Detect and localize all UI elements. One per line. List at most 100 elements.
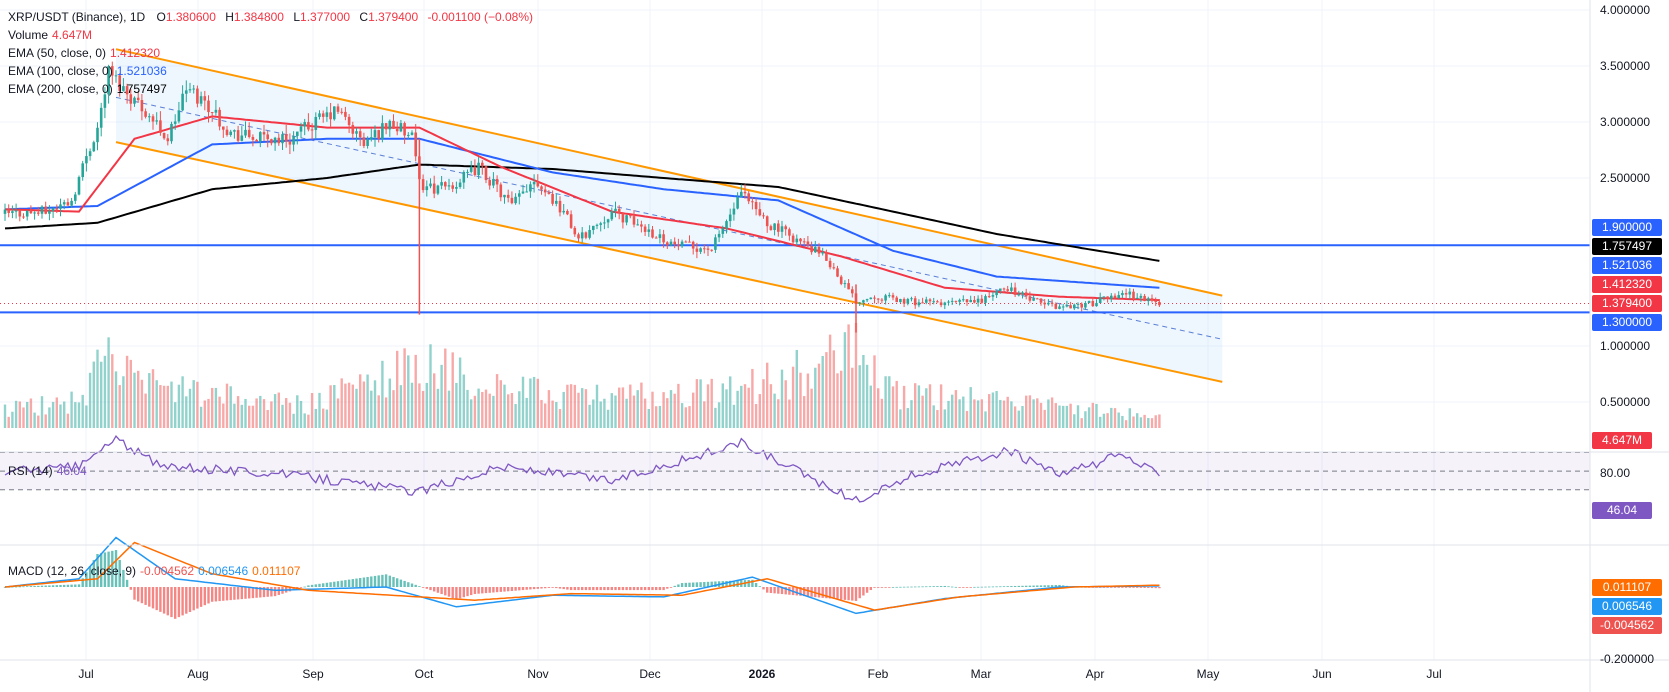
candle-body bbox=[395, 128, 399, 132]
volume-legend: Volume 4.647M bbox=[8, 27, 92, 43]
candle-body bbox=[336, 106, 340, 112]
candle-body bbox=[203, 96, 207, 101]
volume-bar bbox=[22, 407, 25, 428]
volume-bar bbox=[1084, 411, 1087, 428]
candle-body bbox=[795, 238, 799, 243]
ema50-badge: 1.412320 bbox=[1592, 276, 1662, 293]
macd-histogram-bar bbox=[595, 587, 599, 591]
volume-bar bbox=[181, 376, 184, 428]
candle-body bbox=[847, 283, 850, 290]
volume-bar bbox=[355, 388, 358, 428]
macd-histogram-bar bbox=[581, 587, 584, 591]
volume-bar bbox=[144, 393, 147, 428]
macd-histogram-bar bbox=[26, 586, 29, 588]
candle-body bbox=[743, 191, 747, 194]
candle-body bbox=[806, 241, 810, 246]
candle-body bbox=[1047, 302, 1050, 305]
macd-histogram-bar bbox=[40, 585, 44, 587]
macd-histogram-bar bbox=[325, 582, 329, 587]
candle-body bbox=[207, 100, 210, 113]
candle-body bbox=[662, 234, 665, 243]
candle-body bbox=[1028, 296, 1032, 301]
volume-bar bbox=[1080, 418, 1083, 428]
macd-histogram-bar bbox=[869, 587, 872, 591]
volume-bar bbox=[851, 367, 854, 428]
change-value: -0.001100 (−0.08%) bbox=[427, 10, 534, 24]
volume-bar bbox=[588, 404, 591, 428]
volume-bar bbox=[137, 370, 140, 428]
candle-body bbox=[725, 221, 728, 229]
macd-histogram-bar bbox=[1028, 585, 1032, 587]
candle-body bbox=[1021, 292, 1024, 295]
volume-bar bbox=[370, 390, 373, 428]
macd-histogram-bar bbox=[55, 585, 58, 587]
candle-body bbox=[133, 97, 136, 104]
candle-body bbox=[484, 166, 488, 181]
candle-body bbox=[284, 134, 288, 142]
volume-bar bbox=[403, 348, 406, 428]
volume-bar bbox=[81, 394, 84, 428]
volume-bar bbox=[784, 380, 787, 428]
macd-histogram-bar bbox=[381, 574, 384, 587]
ema200-badge: 1.757497 bbox=[1592, 238, 1662, 255]
candle-body bbox=[925, 299, 928, 303]
volume-bar bbox=[340, 378, 343, 428]
macd-histogram-bar bbox=[370, 576, 373, 587]
volume-bar bbox=[769, 384, 773, 428]
volume-bar bbox=[1073, 414, 1076, 428]
candle-body bbox=[440, 182, 443, 186]
volume-bar bbox=[721, 383, 724, 428]
volume-bar bbox=[584, 389, 588, 428]
channel-upper-line bbox=[115, 48, 1223, 297]
candle-body bbox=[1154, 300, 1157, 302]
volume-bar bbox=[836, 373, 839, 428]
macd-histogram-bar bbox=[399, 579, 403, 587]
candle-body bbox=[862, 300, 865, 303]
rsi-pane bbox=[0, 435, 1590, 503]
volume-bar bbox=[37, 415, 40, 428]
macd-histogram-bar bbox=[429, 587, 432, 591]
candle-body bbox=[88, 151, 92, 157]
candle-body bbox=[1095, 303, 1098, 307]
candle-body bbox=[210, 112, 214, 114]
volume-bar bbox=[3, 404, 7, 428]
volume-bar bbox=[544, 403, 547, 428]
volume-bar bbox=[847, 324, 850, 428]
candle-body bbox=[684, 241, 688, 243]
macd-histogram-bar bbox=[1110, 587, 1113, 588]
volume-bar bbox=[488, 393, 491, 428]
candle-body bbox=[188, 89, 192, 91]
macd-histogram-bar bbox=[832, 587, 835, 599]
macd-histogram-bar bbox=[695, 582, 699, 587]
candle-body bbox=[577, 234, 580, 239]
volume-bar bbox=[995, 391, 998, 428]
candle-body bbox=[1058, 306, 1061, 309]
volume-bar bbox=[240, 404, 243, 428]
macd-histogram-bar bbox=[188, 587, 192, 612]
macd-histogram-bar bbox=[521, 587, 525, 591]
volume-bar bbox=[414, 354, 417, 428]
ema50-legend: EMA (50, close, 0) 1.412320 bbox=[8, 45, 160, 61]
candle-body bbox=[669, 241, 673, 246]
volume-bar bbox=[359, 374, 362, 428]
candle-body bbox=[296, 131, 299, 136]
volume-bar bbox=[766, 362, 769, 428]
volume-bar bbox=[655, 406, 658, 428]
candle-body bbox=[344, 111, 347, 117]
macd-histogram-bar bbox=[895, 586, 898, 588]
candle-body bbox=[555, 200, 558, 204]
macd-histogram-bar bbox=[729, 580, 732, 587]
macd-histogram-bar bbox=[1032, 585, 1035, 587]
close-value: 1.379400 bbox=[368, 10, 419, 24]
rsi-legend: RSI (14) 46.04 bbox=[8, 463, 87, 479]
volume-bar bbox=[1113, 408, 1117, 428]
volume-bar bbox=[270, 401, 273, 428]
ema50-line bbox=[4, 115, 1160, 302]
macd-histogram-bar bbox=[928, 586, 932, 588]
volume-bar bbox=[740, 385, 743, 428]
volume-bar bbox=[773, 393, 776, 428]
ema-lines bbox=[4, 115, 1160, 302]
macd-histogram-bar bbox=[1117, 587, 1120, 588]
macd-histogram-bar bbox=[703, 582, 706, 587]
